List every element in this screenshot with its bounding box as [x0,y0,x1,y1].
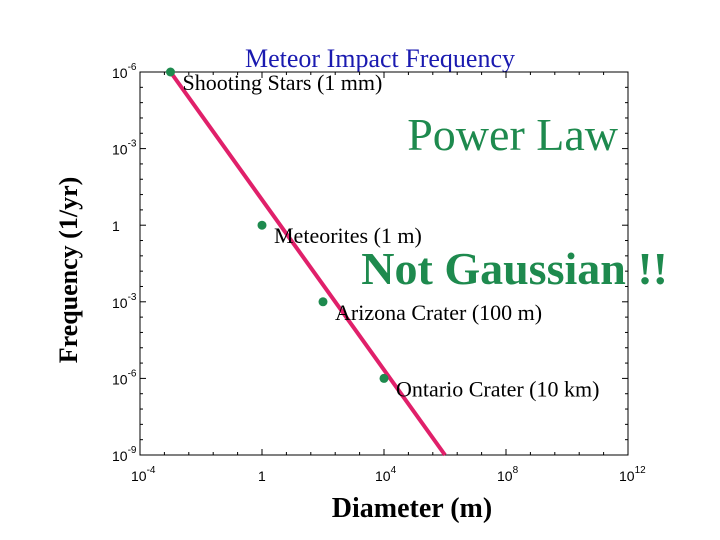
x-tick-exponent: -4 [147,465,156,476]
data-point [257,220,267,230]
x-tick-label: 1 [258,468,266,484]
x-tick-label: 1012 [619,465,646,484]
x-tick-label: 10-4 [131,465,156,484]
x-tick-base: 10 [131,468,147,484]
not-gaussian-annotation: Not Gaussian !! [361,243,668,294]
y-tick-exponent: -3 [128,292,137,303]
y-tick-label: 1 [112,218,120,234]
y-tick-label: 10-9 [112,445,137,464]
data-point-label: Ontario Crater (10 km) [396,376,599,401]
data-point-label: Arizona Crater (100 m) [335,300,542,325]
x-tick-label: 108 [497,465,519,484]
data-point-label: Shooting Stars (1 mm) [183,70,383,95]
y-tick-base: 10 [112,371,128,387]
x-tick-base: 10 [375,468,391,484]
y-tick-exponent: -6 [128,62,137,73]
y-tick-exponent: -9 [128,445,137,456]
x-tick-exponent: 8 [513,465,519,476]
y-axis-label: Frequency (1/yr) [54,177,83,364]
y-tick-base: 1 [112,218,120,234]
y-tick-label: 10-3 [112,292,137,311]
y-tick-base: 10 [112,65,128,81]
data-point [318,297,328,307]
x-axis-tick-labels: 10-4 1 104 108 1012 [131,465,646,484]
data-point [379,373,389,383]
x-tick-base: 1 [258,468,266,484]
x-tick-label: 104 [375,465,397,484]
chart-title: Meteor Impact Frequency [245,44,515,73]
data-points: Shooting Stars (1 mm) Meteorites (1 m) Ari… [166,67,599,401]
axis-ticks [139,71,629,456]
x-tick-base: 10 [497,468,513,484]
data-point [166,67,175,77]
x-tick-exponent: 4 [391,465,397,476]
power-law-fit-line [168,70,447,457]
power-law-annotation: Power Law [407,109,619,160]
y-tick-base: 10 [112,142,128,158]
y-tick-exponent: -6 [128,368,137,379]
y-tick-label: 10-6 [112,368,137,387]
y-tick-base: 10 [112,295,128,311]
y-tick-exponent: -3 [128,139,137,150]
x-tick-exponent: 12 [635,465,647,476]
x-tick-base: 10 [619,468,635,484]
y-tick-label: 10-6 [112,62,137,81]
data-point-label: Meteorites (1 m) [274,223,422,248]
x-axis-label: Diameter (m) [332,493,492,524]
y-tick-label: 10-3 [112,139,137,158]
y-tick-base: 10 [112,448,128,464]
